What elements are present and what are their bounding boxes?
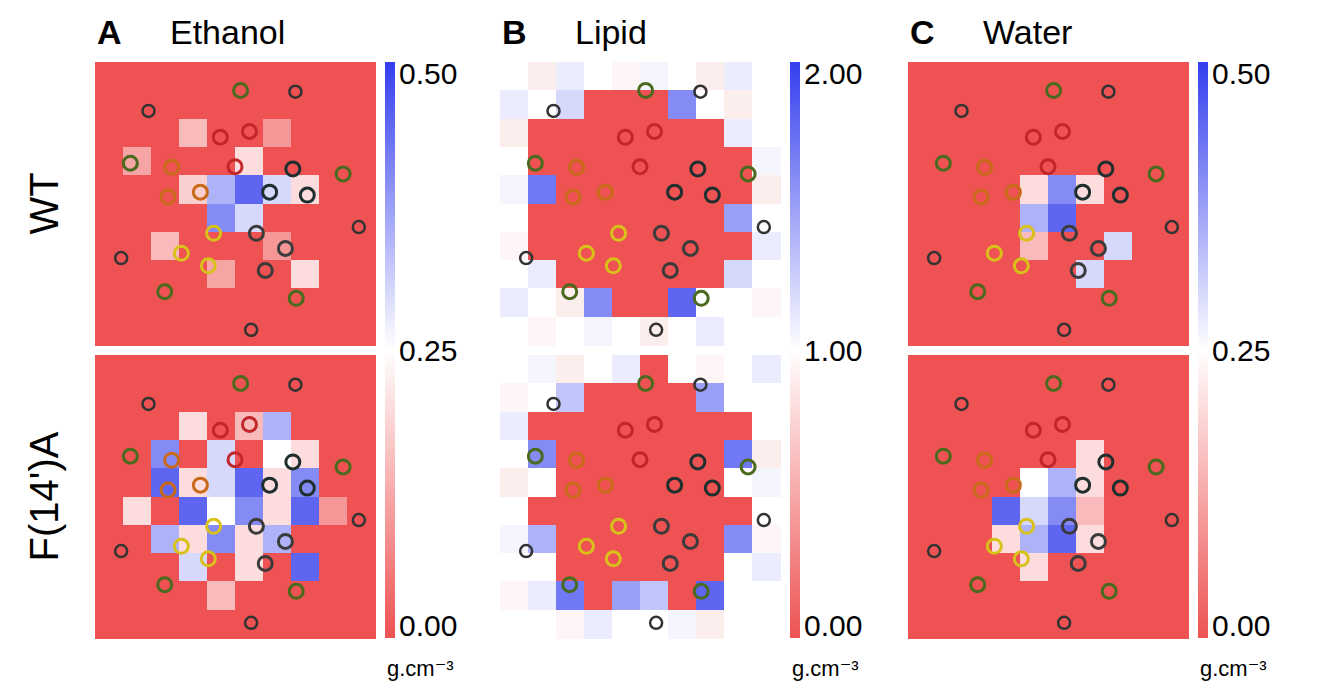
svg-text:0.50: 0.50 — [399, 57, 457, 90]
svg-text:g.cm⁻³: g.cm⁻³ — [1200, 656, 1267, 681]
svg-text:A: A — [97, 13, 122, 51]
svg-text:C: C — [910, 13, 935, 51]
svg-text:F(14')A: F(14')A — [22, 431, 66, 561]
svg-text:0.00: 0.00 — [804, 609, 862, 642]
svg-text:WT: WT — [22, 172, 66, 234]
svg-text:Lipid: Lipid — [575, 13, 647, 51]
svg-text:1.00: 1.00 — [804, 334, 862, 367]
svg-text:g.cm⁻³: g.cm⁻³ — [387, 656, 454, 681]
svg-text:0.00: 0.00 — [1212, 609, 1270, 642]
svg-text:0.25: 0.25 — [1212, 334, 1270, 367]
svg-text:2.00: 2.00 — [804, 57, 862, 90]
svg-text:0.50: 0.50 — [1212, 57, 1270, 90]
svg-text:g.cm⁻³: g.cm⁻³ — [792, 656, 859, 681]
svg-text:B: B — [502, 13, 527, 51]
svg-text:0.00: 0.00 — [399, 609, 457, 642]
svg-text:Water: Water — [983, 13, 1072, 51]
svg-text:Ethanol: Ethanol — [170, 13, 285, 51]
svg-text:0.25: 0.25 — [399, 334, 457, 367]
